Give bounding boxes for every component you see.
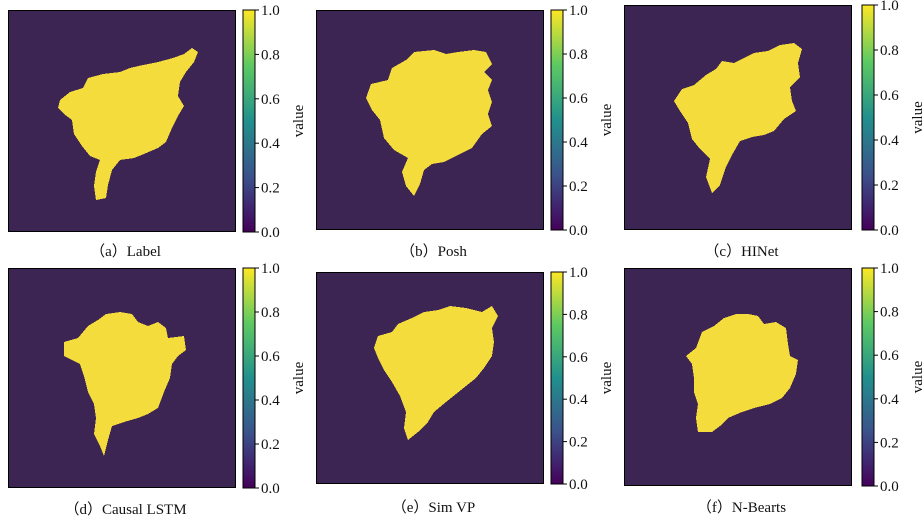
heatmap-panel-b: 0.0 0.2 0.4 0.6 0.8 1.0 value (316, 3, 615, 239)
heatmap-frame (316, 10, 544, 230)
panel-b: 0.0 0.2 0.4 0.6 0.8 1.0 value （b）Posh (316, 3, 616, 268)
colorbar-tick-label: 1.0 (261, 261, 280, 277)
colorbar-tick-label: 0.8 (569, 47, 588, 63)
colorbar-tick-label: 0.6 (569, 91, 588, 107)
panel-f: 0.0 0.2 0.4 0.6 0.8 1.0 value （f）N-Bearts (624, 261, 924, 526)
panel-c: 0.0 0.2 0.4 0.6 0.8 1.0 value （c）HINet (624, 0, 924, 263)
colorbar-tick-label: 0.8 (880, 43, 899, 59)
colorbar-tick-label: 0.4 (569, 135, 588, 151)
colorbar (861, 267, 875, 487)
colorbar-tick-label: 0.6 (880, 88, 899, 104)
colorbar-tick-label: 0.8 (880, 305, 899, 321)
colorbar-label: value (910, 101, 924, 134)
panel-e: 0.0 0.2 0.4 0.6 0.8 1.0 value （e）Sim VP (316, 265, 616, 530)
colorbar-tick-label: 0.6 (569, 350, 588, 366)
mask-region (58, 48, 198, 200)
colorbar-label: value (910, 360, 924, 393)
colorbar-label: value (599, 361, 615, 394)
panel-a: 0.0 0.2 0.4 0.6 0.8 1.0 value （a）Label (8, 3, 308, 268)
heatmap-frame (8, 10, 236, 232)
colorbar-tick-label: 0.4 (261, 136, 280, 152)
heatmap-panel-d: 0.0 0.2 0.4 0.6 0.8 1.0 value (8, 261, 307, 497)
colorbar-tick-label: 0.2 (880, 435, 899, 451)
colorbar-tick-label: 0.6 (261, 92, 280, 108)
caption-c: （c）HINet (704, 244, 779, 260)
colorbar-tick-label: 1.0 (880, 0, 899, 14)
colorbar-tick-label: 0.0 (569, 223, 588, 239)
colorbar-tick-label: 0.8 (569, 307, 588, 323)
colorbar (242, 267, 256, 489)
colorbar-tick-label: 0.4 (880, 392, 899, 408)
panel-d: 0.0 0.2 0.4 0.6 0.8 1.0 value （d）Causal LSTM (8, 261, 308, 526)
colorbar-tick-label: 1.0 (261, 3, 280, 19)
colorbar-label: value (291, 104, 307, 137)
colorbar-tick-label: 0.0 (261, 481, 280, 497)
colorbar-tick-label: 0.0 (569, 477, 588, 493)
heatmap-frame (316, 272, 544, 484)
colorbar-label: value (291, 361, 307, 394)
colorbar-tick-label: 1.0 (569, 3, 588, 19)
heatmap-panel-f: 0.0 0.2 0.4 0.6 0.8 1.0 value (624, 261, 924, 495)
colorbar-tick-label: 1.0 (880, 261, 899, 277)
colorbar-tick-label: 0.6 (880, 348, 899, 364)
colorbar-tick-label: 0.2 (569, 179, 588, 195)
caption-d: （d）Causal LSTM (64, 502, 187, 518)
colorbar (861, 4, 875, 231)
caption-a: （a）Label (90, 244, 161, 260)
caption-b: （b）Posh (400, 244, 467, 260)
colorbar-tick-label: 0.0 (261, 225, 280, 241)
colorbar (550, 9, 564, 231)
mask-region (374, 306, 498, 440)
colorbar-tick-label: 0.6 (261, 349, 280, 365)
colorbar (550, 271, 564, 485)
colorbar-tick-label: 0.8 (261, 305, 280, 321)
colorbar (242, 9, 256, 233)
mask-region (674, 43, 802, 193)
colorbar-tick-label: 0.2 (880, 178, 899, 194)
caption-e: （e）Sim VP (391, 500, 476, 516)
colorbar-tick-label: 0.0 (880, 223, 899, 239)
colorbar-tick-label: 0.2 (569, 435, 588, 451)
heatmap-panel-a: 0.0 0.2 0.4 0.6 0.8 1.0 value (8, 3, 307, 241)
heatmap-frame (624, 268, 852, 486)
caption-f: （f）N-Bearts (696, 500, 787, 516)
heatmap-panel-c: 0.0 0.2 0.4 0.6 0.8 1.0 value (624, 0, 924, 239)
colorbar-tick-label: 0.0 (880, 479, 899, 495)
mask-region (64, 312, 186, 456)
mask-region (686, 314, 798, 432)
colorbar-tick-label: 0.2 (261, 181, 280, 197)
colorbar-tick-label: 1.0 (569, 265, 588, 281)
heatmap-panel-e: 0.0 0.2 0.4 0.6 0.8 1.0 value (316, 265, 615, 493)
heatmap-frame (624, 5, 852, 230)
colorbar-tick-label: 0.2 (261, 437, 280, 453)
colorbar-tick-label: 0.4 (569, 392, 588, 408)
mask-region (366, 50, 492, 196)
colorbar-tick-label: 0.8 (261, 47, 280, 63)
colorbar-tick-label: 0.4 (880, 133, 899, 149)
colorbar-label: value (599, 103, 615, 136)
colorbar-tick-label: 0.4 (261, 393, 280, 409)
heatmap-frame (8, 268, 236, 488)
